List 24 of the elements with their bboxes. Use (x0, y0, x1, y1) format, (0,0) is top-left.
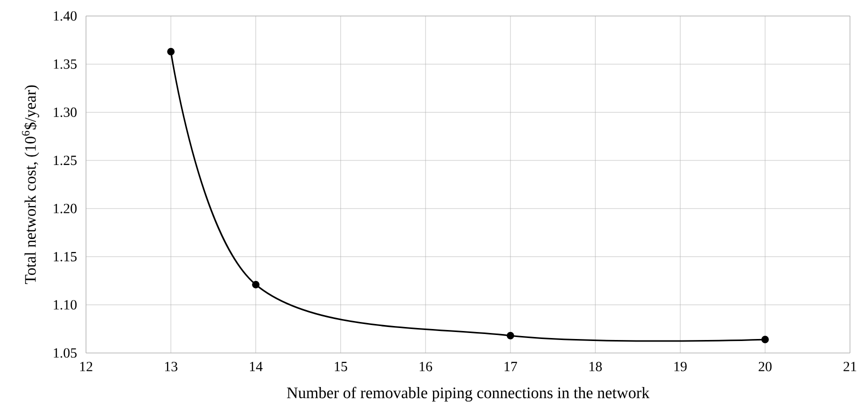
point (506, 332, 514, 340)
y-tick-label: 1.10 (54, 300, 77, 310)
y-tick-label: 1.20 (54, 204, 77, 214)
x-tick-label: 13 (165, 362, 178, 372)
x-tick-label: 12 (80, 362, 92, 372)
x-tick-label: 17 (504, 362, 518, 372)
y-tick-label: 1.05 (54, 348, 77, 358)
y-axis-title: Total network cost, (10$^{6}$$/year) (22, 85, 40, 284)
x-tick-label: 15 (334, 362, 348, 372)
y-tick-label: 1.25 (54, 156, 77, 166)
point (761, 336, 769, 344)
x-tick-label: 20 (758, 362, 772, 372)
y-tick-label: 1.40 (54, 11, 77, 21)
y-tick-label: 1.15 (54, 252, 77, 262)
y-tick-label: 1.30 (54, 108, 77, 118)
x-tick-label: 18 (590, 362, 602, 372)
point (252, 280, 260, 288)
point (167, 48, 175, 56)
x-tick-label: 21 (844, 362, 856, 372)
x-tick-label: 16 (420, 362, 432, 372)
x-axis-title: Number of removable piping connections in the network (286, 386, 650, 402)
x-tick-label: 19 (674, 362, 687, 372)
y-tick-label: 1.35 (54, 59, 77, 69)
x-tick-label: 14 (250, 362, 263, 372)
